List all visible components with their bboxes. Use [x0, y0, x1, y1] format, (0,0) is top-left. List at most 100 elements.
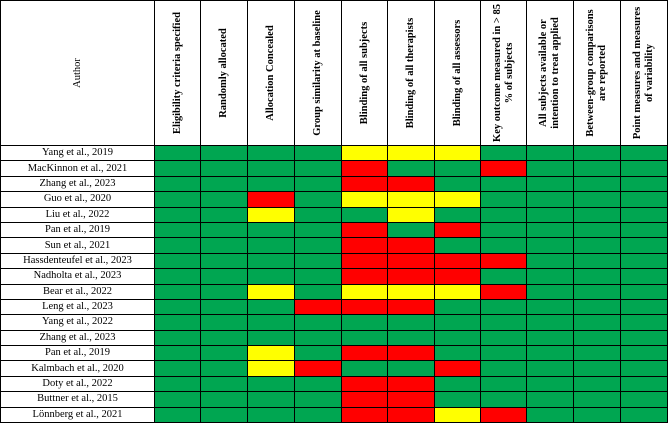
rating-cell-blinding-therapists — [387, 329, 435, 347]
author-cell: Nadholta et al., 2023 — [0, 268, 155, 285]
table-row: Hassdenteufel et al., 2023 — [0, 252, 668, 270]
rating-cell-group-similarity — [294, 283, 342, 300]
rating-cell-group-similarity — [294, 221, 342, 239]
rating-cell-blinding-therapists — [387, 206, 435, 223]
rating-cell-group-similarity — [294, 144, 342, 162]
rating-cell-between-group — [573, 375, 621, 393]
table-row: Bear et al., 2022 — [0, 283, 668, 300]
rating-cell-key-outcome — [480, 160, 527, 177]
rating-cell-blinding-therapists — [387, 268, 435, 285]
rating-cell-allocation-concealed — [247, 329, 295, 347]
rating-cell-random-allocation — [200, 345, 248, 362]
rating-cell-intention-to-treat — [526, 391, 574, 408]
rating-cell-blinding-subjects — [341, 206, 388, 223]
rating-cell-group-similarity — [294, 268, 342, 285]
table-row: Buttner et al., 2015 — [0, 391, 668, 408]
table-row: Nadholta et al., 2023 — [0, 268, 668, 285]
column-header-label: Group similarity at baseline — [312, 10, 323, 136]
table-row: Pan et al., 2019 — [0, 345, 668, 362]
column-header-label: Blinding of all subjects — [358, 21, 370, 125]
rating-cell-key-outcome — [480, 252, 527, 270]
rating-cell-intention-to-treat — [526, 221, 574, 239]
rating-cell-allocation-concealed — [247, 314, 295, 331]
column-header-allocation-concealed: Allocation Concealed — [247, 0, 295, 146]
rating-cell-group-similarity — [294, 252, 342, 270]
column-header-label: Eligibility criteria specified — [171, 12, 183, 134]
rating-cell-blinding-therapists — [387, 314, 435, 331]
author-cell: Pan et al., 2019 — [0, 345, 155, 362]
rating-cell-between-group — [573, 175, 621, 193]
rating-cell-blinding-subjects — [341, 237, 388, 254]
rating-cell-key-outcome — [480, 144, 527, 162]
rating-cell-random-allocation — [200, 221, 248, 239]
rating-cell-blinding-subjects — [341, 221, 388, 239]
author-cell: Yang et al., 2019 — [0, 144, 155, 162]
rating-cell-blinding-subjects — [341, 345, 388, 362]
rating-cell-blinding-subjects — [341, 160, 388, 177]
rating-cell-point-measures — [620, 406, 668, 423]
author-cell: Zhang et al., 2023 — [0, 329, 155, 347]
rating-cell-intention-to-treat — [526, 160, 574, 177]
rating-cell-blinding-subjects — [341, 391, 388, 408]
table-row: Lönnberg et al., 2021 — [0, 406, 668, 423]
table-body: Yang et al., 2019 MacKinnon et al., 2021 Z… — [0, 144, 668, 423]
rating-cell-group-similarity — [294, 175, 342, 193]
rating-cell-eligibility — [154, 283, 201, 300]
rating-cell-point-measures — [620, 175, 668, 193]
rating-cell-allocation-concealed — [247, 360, 295, 377]
rating-cell-blinding-assessors — [434, 252, 481, 270]
rating-cell-between-group — [573, 221, 621, 239]
rating-cell-point-measures — [620, 252, 668, 270]
rating-cell-key-outcome — [480, 391, 527, 408]
table-header: Author Eligibility criteria specified Rand… — [0, 0, 668, 146]
rating-cell-eligibility — [154, 406, 201, 423]
rating-cell-random-allocation — [200, 144, 248, 162]
rating-cell-point-measures — [620, 345, 668, 362]
rating-cell-key-outcome — [480, 314, 527, 331]
rating-cell-blinding-subjects — [341, 144, 388, 162]
rating-cell-intention-to-treat — [526, 268, 574, 285]
rating-cell-random-allocation — [200, 206, 248, 223]
rating-cell-eligibility — [154, 345, 201, 362]
rating-cell-random-allocation — [200, 314, 248, 331]
rating-cell-point-measures — [620, 314, 668, 331]
rating-cell-between-group — [573, 360, 621, 377]
rating-cell-blinding-therapists — [387, 144, 435, 162]
rating-cell-blinding-assessors — [434, 221, 481, 239]
rating-cell-allocation-concealed — [247, 298, 295, 316]
table-row: Kalmbach et al., 2020 — [0, 360, 668, 377]
table-row: Leng et al., 2023 — [0, 298, 668, 316]
table-row: Zhang et al., 2023 — [0, 329, 668, 347]
table-row: Doty et al., 2022 — [0, 375, 668, 393]
rating-cell-intention-to-treat — [526, 375, 574, 393]
rating-cell-key-outcome — [480, 283, 527, 300]
rating-cell-between-group — [573, 314, 621, 331]
column-header-label: Blinding of all assessors — [451, 19, 463, 127]
rating-cell-allocation-concealed — [247, 191, 295, 208]
rating-cell-blinding-subjects — [341, 268, 388, 285]
table-row: Sun et al., 2021 — [0, 237, 668, 254]
rating-cell-blinding-subjects — [341, 191, 388, 208]
table-row: Liu et al., 2022 — [0, 206, 668, 223]
rating-cell-eligibility — [154, 237, 201, 254]
rating-cell-eligibility — [154, 268, 201, 285]
rating-cell-random-allocation — [200, 391, 248, 408]
rating-cell-point-measures — [620, 206, 668, 223]
author-cell: Leng et al., 2023 — [0, 298, 155, 316]
rating-cell-group-similarity — [294, 298, 342, 316]
author-cell: Lönnberg et al., 2021 — [0, 406, 155, 423]
rating-cell-intention-to-treat — [526, 314, 574, 331]
column-header-label: All subjects available or intention to t… — [538, 17, 561, 129]
rating-cell-point-measures — [620, 191, 668, 208]
rating-cell-allocation-concealed — [247, 206, 295, 223]
table-row: Yang et al., 2019 — [0, 144, 668, 162]
column-header-blinding-subjects: Blinding of all subjects — [341, 0, 388, 146]
rating-cell-allocation-concealed — [247, 268, 295, 285]
rating-cell-between-group — [573, 252, 621, 270]
column-header-label: Blinding of all therapists — [405, 17, 416, 129]
rating-cell-blinding-therapists — [387, 252, 435, 270]
rating-cell-key-outcome — [480, 360, 527, 377]
rating-cell-blinding-therapists — [387, 298, 435, 316]
rating-cell-allocation-concealed — [247, 252, 295, 270]
rating-cell-allocation-concealed — [247, 237, 295, 254]
